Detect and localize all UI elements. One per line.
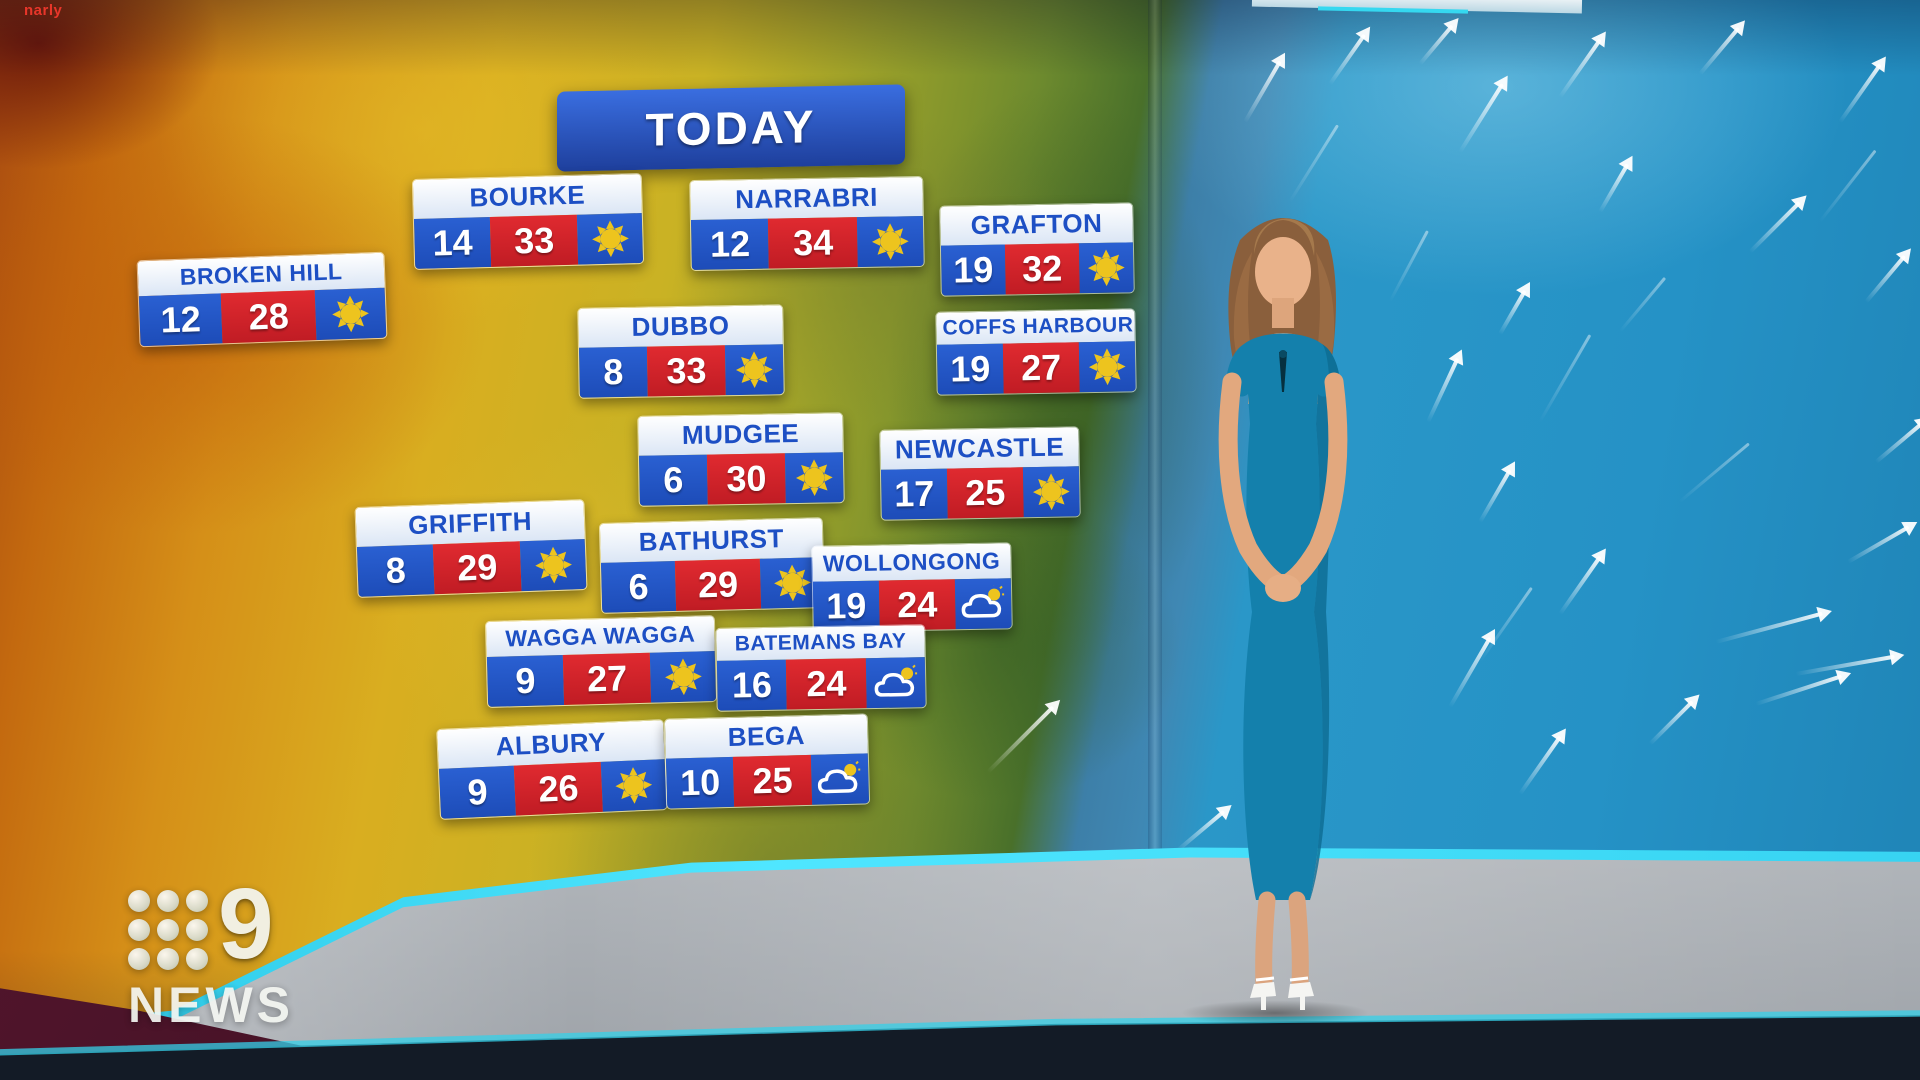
- location-name: DUBBO: [578, 305, 783, 348]
- sunny-icon: [1088, 348, 1126, 386]
- sunny-icon: [664, 658, 702, 696]
- max-temperature: 32: [1004, 243, 1080, 295]
- presenter: [1218, 218, 1348, 1010]
- location-name: NARRABRI: [690, 176, 923, 221]
- max-temperature: 25: [733, 754, 812, 807]
- news-wordmark: NEWS: [128, 977, 294, 1033]
- today-banner: TODAY: [557, 84, 905, 172]
- partly-cloudy-icon: [961, 585, 1005, 618]
- partly-cloudy-icon: [818, 760, 861, 794]
- forecast-card-newcastle: NEWCASTLE 17 25: [879, 426, 1081, 521]
- sunny-icon: [535, 546, 572, 584]
- nine-numeral: 9: [218, 868, 274, 980]
- forecast-card-wollongong: WOLLONGONG 19 24: [811, 542, 1013, 633]
- min-temperature: 19: [936, 343, 1004, 395]
- location-name: BOURKE: [412, 174, 642, 219]
- location-name: WOLLONGONG: [812, 543, 1011, 582]
- max-temperature: 28: [220, 290, 317, 344]
- sunny-icon: [872, 223, 909, 260]
- forecast-card-coffs-harbour: COFFS HARBOUR 19 27: [935, 308, 1137, 396]
- weather-icon-cell: [857, 215, 924, 268]
- sunny-icon: [736, 351, 773, 389]
- weather-icon-cell: [1078, 341, 1136, 393]
- max-temperature: 29: [674, 558, 762, 611]
- min-temperature: 14: [413, 216, 492, 269]
- location-name: GRAFTON: [940, 203, 1133, 246]
- weather-icon-cell: [650, 651, 717, 703]
- forecast-card-wagga-wagga: WAGGA WAGGA 9 27: [484, 615, 718, 708]
- min-temperature: 17: [880, 468, 948, 520]
- forecast-card-bourke: BOURKE 14 33: [411, 173, 645, 270]
- max-temperature: 29: [432, 541, 522, 595]
- max-temperature: 26: [514, 761, 603, 816]
- max-temperature: 25: [946, 467, 1024, 519]
- weather-icon-cell: [759, 557, 825, 609]
- weather-icon-cell: [1022, 466, 1080, 518]
- min-temperature: 6: [600, 560, 677, 613]
- location-name: BATEMANS BAY: [716, 625, 925, 661]
- sunny-icon: [796, 459, 833, 497]
- weather-icon-cell: [315, 287, 387, 341]
- max-temperature: 24: [878, 579, 956, 631]
- partly-cloudy-icon: [874, 664, 917, 697]
- location-name: BEGA: [664, 714, 868, 759]
- forecast-card-broken-hill: BROKEN HILL 12 28: [136, 251, 388, 348]
- weather-icon-cell: [600, 759, 667, 812]
- max-temperature: 24: [786, 658, 867, 710]
- min-temperature: 12: [690, 218, 770, 271]
- location-name: BATHURST: [599, 518, 823, 563]
- channel-watermark: narly: [24, 2, 63, 19]
- forecast-card-griffith: GRIFFITH 8 29: [354, 499, 588, 598]
- sunny-icon: [591, 220, 629, 258]
- min-temperature: 19: [812, 580, 880, 632]
- weather-icon-cell: [520, 539, 587, 592]
- sunny-icon: [773, 564, 811, 602]
- nine-dots-icon: [128, 890, 208, 970]
- min-temperature: 8: [356, 544, 435, 597]
- weather-icon-cell: [810, 753, 870, 805]
- sunny-icon: [615, 767, 653, 804]
- min-temperature: 9: [438, 765, 517, 819]
- forecast-card-narrabri: NARRABRI 12 34: [689, 175, 925, 272]
- forecast-card-grafton: GRAFTON 19 32: [939, 202, 1135, 297]
- weather-icon-cell: [725, 344, 784, 396]
- sunny-icon: [1032, 473, 1070, 511]
- weather-icon-cell: [785, 452, 844, 504]
- max-temperature: 34: [768, 217, 859, 269]
- max-temperature: 33: [489, 214, 579, 267]
- weather-icon-cell: [954, 578, 1012, 630]
- forecast-card-bathurst: BATHURST 6 29: [598, 517, 826, 614]
- min-temperature: 10: [665, 756, 735, 809]
- today-banner-label: TODAY: [645, 100, 817, 156]
- wall-panel-seam: [1148, 0, 1162, 880]
- weather-icon-cell: [865, 657, 926, 709]
- forecast-card-albury: ALBURY 9 26: [436, 719, 668, 820]
- location-name: MUDGEE: [638, 413, 843, 456]
- max-temperature: 30: [706, 453, 786, 505]
- max-temperature: 33: [646, 345, 726, 397]
- min-temperature: 12: [138, 293, 223, 347]
- sunny-icon: [332, 295, 370, 333]
- max-temperature: 27: [1002, 342, 1080, 394]
- min-temperature: 19: [940, 244, 1006, 296]
- sunny-icon: [1087, 249, 1125, 287]
- min-temperature: 6: [638, 454, 708, 506]
- presenter-shadow: [1180, 1000, 1370, 1026]
- weather-icon-cell: [1078, 242, 1134, 294]
- min-temperature: 9: [486, 654, 565, 707]
- location-name: NEWCASTLE: [880, 427, 1079, 470]
- location-name: COFFS HARBOUR: [936, 309, 1135, 345]
- weather-icon-cell: [577, 213, 644, 265]
- location-name: WAGGA WAGGA: [485, 616, 715, 657]
- forecast-card-mudgee: MUDGEE 6 30: [637, 412, 845, 507]
- min-temperature: 16: [716, 659, 788, 711]
- nine-news-logo: 9 NEWS: [128, 868, 294, 1034]
- max-temperature: 27: [562, 652, 652, 705]
- forecast-card-batemans-bay: BATEMANS BAY 16 24: [715, 624, 927, 712]
- min-temperature: 8: [578, 346, 648, 398]
- forecast-card-bega: BEGA 10 25: [663, 713, 871, 810]
- forecast-card-dubbo: DUBBO 8 33: [577, 304, 785, 399]
